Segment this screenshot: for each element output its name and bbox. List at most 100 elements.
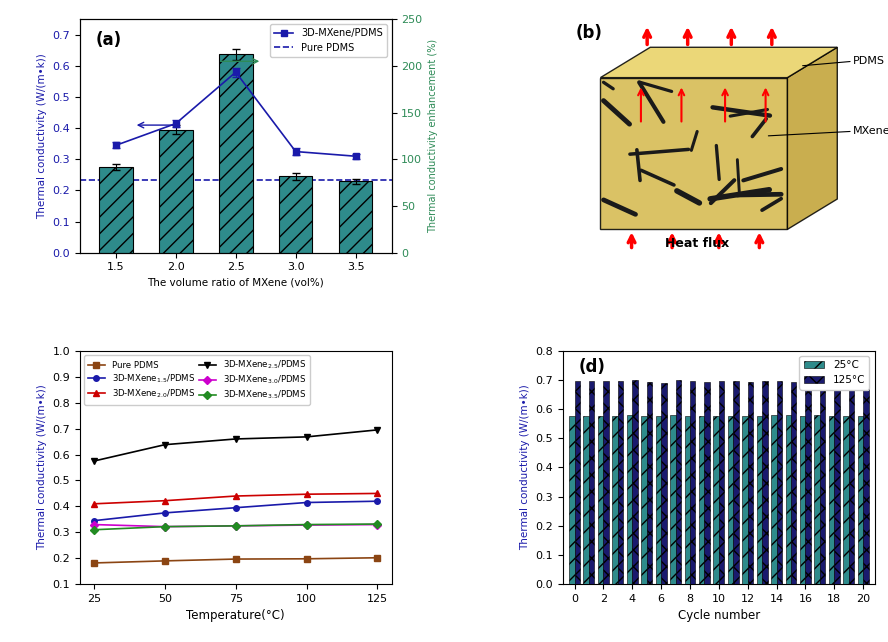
Bar [613, 416, 618, 584]
3D-MXene$_{3.0}$/PDMS [89, 521, 99, 528]
3D-MXene$_{2.5}$/PDMS [372, 426, 383, 434]
Line: 3D-MXene$_{2.5}$/PDMS: 3D-MXene$_{2.5}$/PDMS [91, 427, 380, 464]
3D-MXene$_{1.5}$/PDMS [89, 517, 99, 525]
Bar [805, 381, 811, 584]
Bar [719, 381, 725, 584]
X-axis label: The volume ratio of MXene (vol%): The volume ratio of MXene (vol%) [147, 278, 324, 288]
X-axis label: Temperature(°C): Temperature(°C) [186, 609, 285, 623]
Bar [829, 415, 835, 584]
Bar [858, 417, 863, 584]
3D-MXene$_{1.5}$/PDMS [230, 504, 241, 512]
Polygon shape [600, 48, 837, 78]
Bar [589, 381, 594, 584]
Bar [733, 381, 739, 584]
Bar [835, 381, 840, 584]
Bar [844, 416, 849, 584]
Bar [575, 381, 580, 584]
Text: (a): (a) [96, 31, 122, 49]
Bar [598, 415, 604, 584]
Bar [676, 380, 681, 584]
Bar [662, 383, 667, 584]
Bar [219, 54, 252, 253]
3D-MXene$_{3.5}$/PDMS [301, 521, 312, 528]
3D-MXene$_{2.5}$/PDMS [301, 433, 312, 441]
Pure PDMS [372, 554, 383, 562]
3D-MXene$_{2.0}$/PDMS [372, 490, 383, 498]
Bar [791, 382, 797, 584]
Pure PDMS [230, 555, 241, 563]
Bar [814, 415, 820, 584]
3D-MXene$_{3.0}$/PDMS [301, 521, 312, 529]
Bar [685, 415, 690, 584]
Bar [641, 416, 646, 584]
Text: Heat flux: Heat flux [665, 238, 729, 250]
Pure PDMS [301, 555, 312, 562]
Bar [757, 416, 762, 584]
3D-MXene$_{3.5}$/PDMS [230, 522, 241, 530]
Line: 3D-MXene$_{2.0}$/PDMS: 3D-MXene$_{2.0}$/PDMS [91, 490, 380, 507]
3D-MXene$_{2.0}$/PDMS [230, 492, 241, 500]
Line: 3D-MXene$_{3.5}$/PDMS: 3D-MXene$_{3.5}$/PDMS [91, 521, 380, 532]
Bar [777, 381, 782, 584]
Bar [627, 415, 632, 584]
3D-MXene$_{3.0}$/PDMS [372, 521, 383, 528]
Legend: 25°C, 125°C: 25°C, 125°C [799, 356, 869, 390]
Bar [583, 415, 589, 584]
3D-MXene$_{3.5}$/PDMS [372, 520, 383, 528]
3D-MXene$_{2.0}$/PDMS [160, 497, 170, 505]
Bar [863, 382, 868, 584]
Line: 3D-MXene$_{3.0}$/PDMS: 3D-MXene$_{3.0}$/PDMS [91, 522, 380, 530]
Bar [748, 382, 753, 584]
Bar [604, 381, 609, 584]
Bar [670, 415, 676, 584]
3D-MXene$_{1.5}$/PDMS [301, 499, 312, 507]
Y-axis label: Thermal conductivity (W/(m•k)): Thermal conductivity (W/(m•k)) [37, 385, 47, 550]
Bar [849, 382, 854, 584]
3D-MXene$_{2.5}$/PDMS [230, 435, 241, 443]
3D-MXene$_{2.5}$/PDMS [89, 457, 99, 465]
Bar [655, 415, 662, 584]
3D-MXene$_{2.5}$/PDMS [160, 441, 170, 449]
Bar [646, 382, 652, 584]
X-axis label: Cycle number: Cycle number [678, 609, 760, 623]
3D-MXene$_{2.0}$/PDMS [301, 490, 312, 498]
Bar [728, 415, 733, 584]
Bar [569, 417, 575, 584]
Bar [820, 382, 825, 584]
Legend: 3D-MXene/PDMS, Pure PDMS: 3D-MXene/PDMS, Pure PDMS [270, 24, 387, 56]
Bar [713, 416, 719, 584]
Text: (b): (b) [575, 24, 602, 42]
Y-axis label: Thermal conductivity enhancement (%): Thermal conductivity enhancement (%) [428, 39, 438, 233]
Bar [279, 177, 313, 253]
Bar [786, 415, 791, 584]
3D-MXene$_{3.0}$/PDMS [230, 522, 241, 530]
Pure PDMS [160, 557, 170, 565]
Y-axis label: Thermal conductivity (W/(m•k)): Thermal conductivity (W/(m•k)) [520, 385, 530, 550]
3D-MXene$_{3.5}$/PDMS [160, 523, 170, 530]
Bar [159, 130, 193, 253]
Bar [742, 415, 748, 584]
Legend: Pure PDMS, 3D-MXene$_{1.5}$/PDMS, 3D-MXene$_{2.0}$/PDMS, 3D-MXene$_{2.5}$/PDMS, : Pure PDMS, 3D-MXene$_{1.5}$/PDMS, 3D-MXe… [84, 355, 310, 404]
Line: Pure PDMS: Pure PDMS [91, 555, 380, 566]
Bar [632, 380, 638, 584]
3D-MXene$_{1.5}$/PDMS [160, 509, 170, 517]
Text: (c): (c) [96, 358, 121, 376]
Bar [762, 381, 767, 584]
Text: PDMS: PDMS [852, 56, 884, 66]
3D-MXene$_{3.5}$/PDMS [89, 526, 99, 534]
Polygon shape [788, 48, 837, 229]
Bar [690, 381, 695, 584]
Pure PDMS [89, 559, 99, 567]
Text: MXene: MXene [852, 126, 888, 136]
Text: (d): (d) [579, 358, 606, 376]
Bar [99, 167, 132, 253]
Bar [339, 181, 372, 253]
Bar [618, 381, 623, 584]
Line: 3D-MXene$_{1.5}$/PDMS: 3D-MXene$_{1.5}$/PDMS [91, 498, 380, 523]
Bar [699, 416, 704, 584]
3D-MXene$_{3.0}$/PDMS [160, 523, 170, 530]
Y-axis label: Thermal conductivity (W/(m•k)): Thermal conductivity (W/(m•k)) [37, 53, 47, 219]
3D-MXene$_{1.5}$/PDMS [372, 498, 383, 505]
Bar [704, 382, 710, 584]
3D-MXene$_{2.0}$/PDMS [89, 500, 99, 508]
